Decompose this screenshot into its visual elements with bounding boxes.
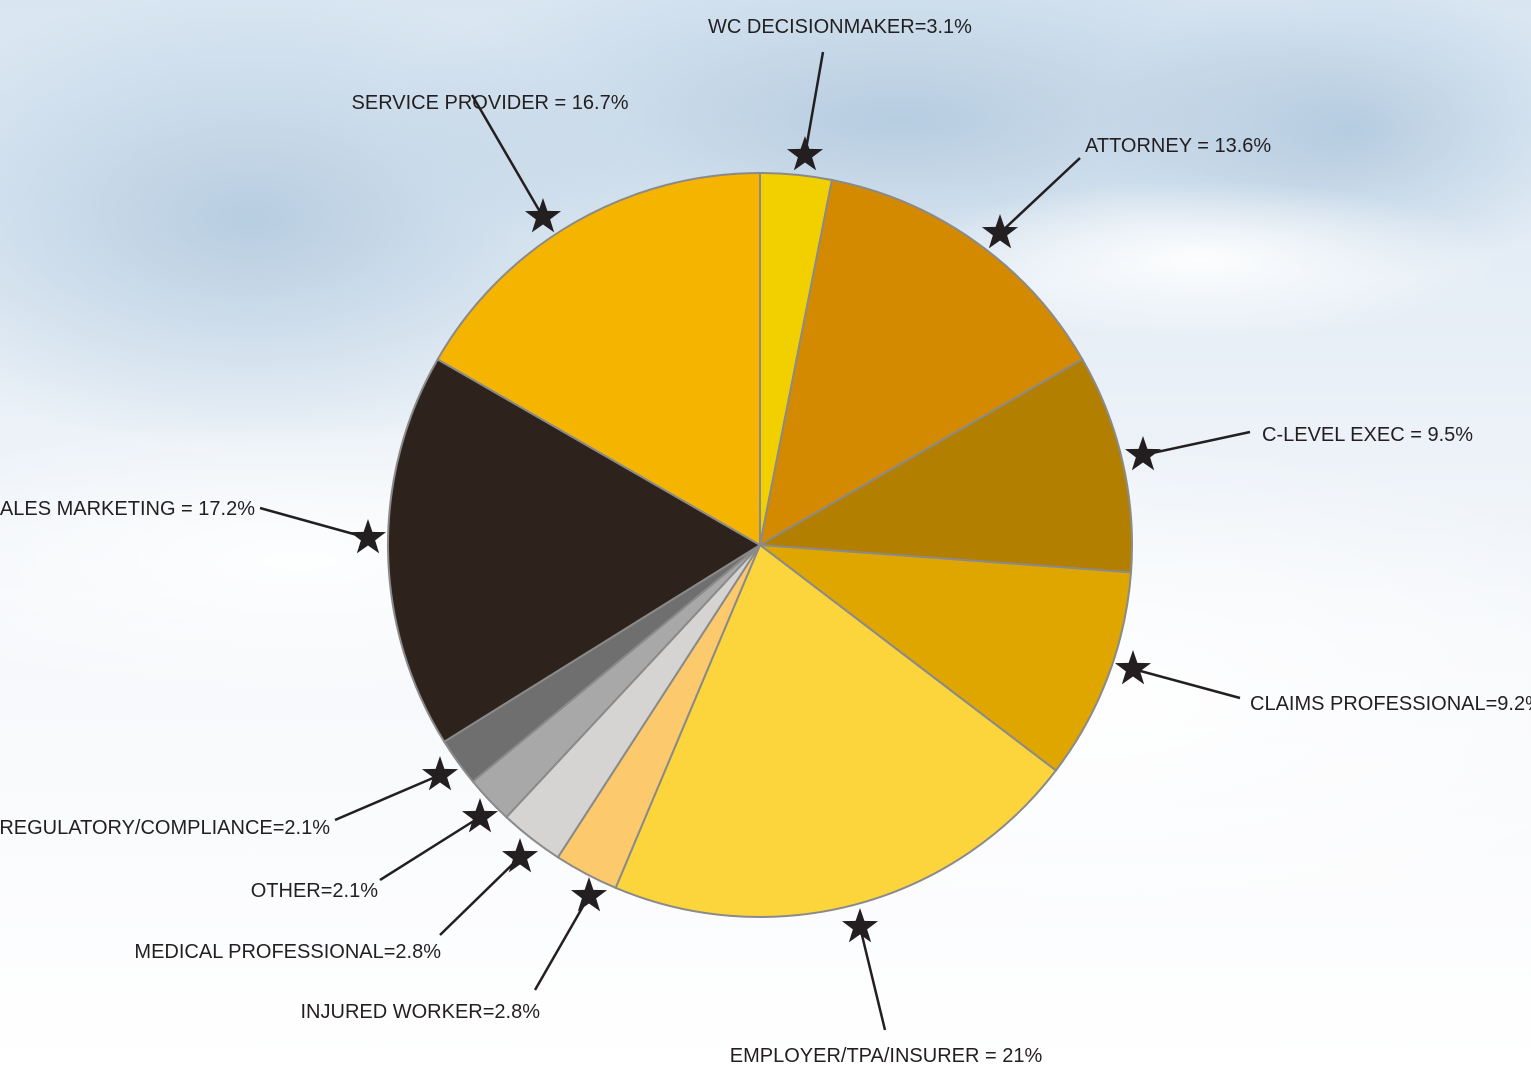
leader-line [379,815,481,882]
leader-line [858,926,887,1031]
pie-slice [614,543,1058,918]
leader-line [1132,667,1241,700]
leader-line [334,773,441,822]
pie-slice [756,357,1133,574]
star-icon [1114,650,1152,685]
slice-label: SERVICE PROVIDER = 16.7% [352,92,629,114]
star-icon [349,519,387,554]
star-icon [461,798,499,833]
star-icon [786,136,824,171]
pie-slice [756,543,1133,772]
slice-label: C-LEVEL EXEC = 9.5% [1262,424,1473,446]
slice-label: REGULATORY/COMPLIANCE=2.1% [0,817,330,839]
slice-label: INJURED WORKER=2.8% [301,1001,541,1023]
pie-slice [758,178,1084,547]
slice-label: OTHER=2.1% [251,880,378,902]
slice-callouts: WC DECISIONMAKER=3.1% ATTORNEY = 13.6% C-L… [0,16,1531,1067]
star-icon [501,838,539,873]
slice-label: WC DECISIONMAKER=3.1% [708,16,972,38]
leader-line [533,895,591,991]
leader-line [259,506,369,540]
leader-line [999,157,1081,234]
slice-label: SALES MARKETING = 17.2% [0,498,255,520]
slice-label: MEDICAL PROFESSIONAL=2.8% [134,941,441,963]
star-icon [1124,436,1162,471]
pie-slice [436,171,761,547]
star-icon [524,198,562,233]
pie-slices [386,171,1133,918]
leader-line [439,856,521,936]
slice-label: CLAIMS PROFESSIONAL=9.2% [1250,693,1531,715]
star-icon [981,214,1019,249]
slice-label: EMPLOYER/TPA/INSURER = 21% [730,1045,1043,1067]
leader-line [803,51,825,156]
leader-line [1142,430,1251,457]
pie-slice [386,357,762,744]
star-icon [570,877,608,912]
star-icon [421,756,459,791]
slice-label: ATTORNEY = 13.6% [1085,135,1271,157]
star-icon [841,908,879,943]
leader-line [470,94,545,218]
